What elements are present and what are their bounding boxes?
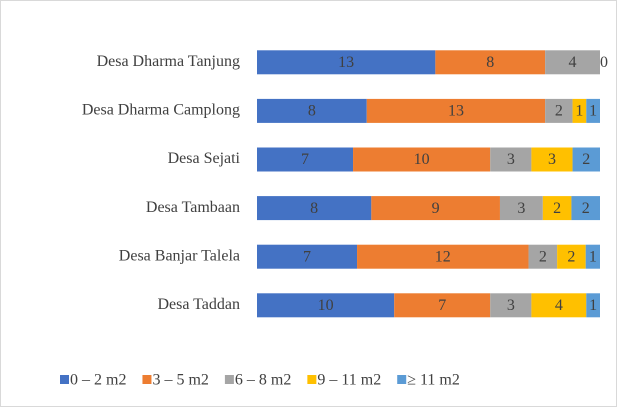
bar-segment	[557, 244, 586, 269]
data-label: 2	[555, 103, 563, 120]
bar-segment	[257, 196, 372, 221]
data-label: 13	[448, 103, 464, 120]
data-label: 0	[600, 54, 608, 71]
bar-segment	[586, 293, 600, 318]
bar-segment	[585, 244, 600, 269]
legend-swatch	[397, 375, 407, 384]
bar-segment	[572, 98, 587, 123]
data-label: 8	[308, 103, 316, 120]
bar-segment	[257, 147, 354, 172]
data-label: 10	[414, 151, 430, 168]
category-label: Desa Dharma Tanjung	[97, 53, 240, 70]
category-label: Desa Banjar Talela	[119, 247, 240, 264]
bar-segment	[531, 293, 587, 318]
data-label: 2	[582, 151, 590, 168]
data-label: 1	[589, 248, 597, 265]
data-label: 8	[310, 200, 318, 217]
bar-segment	[394, 293, 491, 318]
bar-segment	[586, 98, 600, 123]
bar-segment	[572, 147, 600, 172]
legend-swatch	[224, 375, 234, 384]
bar-segment	[435, 50, 546, 75]
legend-label: ≥ 11 m2	[407, 372, 460, 389]
bar-segment	[257, 293, 395, 318]
bar-segment	[257, 98, 367, 123]
bar-segment	[571, 196, 600, 221]
data-label: 1	[589, 297, 597, 314]
data-label: 4	[569, 54, 577, 71]
bar-segment	[366, 98, 546, 123]
legend-label: 6 – 8 m2	[235, 372, 291, 389]
data-label: 3	[517, 200, 525, 217]
data-label: 3	[507, 151, 515, 168]
category-label: Desa Dharma Camplong	[82, 102, 240, 119]
data-label: 2	[582, 200, 590, 217]
data-label: 13	[338, 54, 354, 71]
bar-segment	[545, 98, 573, 123]
bar-segment	[371, 196, 500, 221]
category-label: Desa Sejati	[168, 150, 241, 167]
bar-segment	[542, 196, 572, 221]
legend-swatch	[142, 375, 152, 384]
data-label: 10	[318, 297, 334, 314]
data-label: 12	[435, 248, 451, 265]
data-label: 1	[589, 103, 597, 120]
bar-segment	[531, 147, 573, 172]
bar-segment	[257, 244, 358, 269]
bar-segment	[490, 147, 532, 172]
data-label: 7	[301, 151, 309, 168]
data-label: 8	[486, 54, 494, 71]
legend-swatch	[60, 375, 69, 384]
legend-label: 0 – 2 m2	[70, 372, 126, 389]
data-label: 2	[553, 200, 561, 217]
bar-segment	[528, 244, 558, 269]
bar-segment	[545, 50, 600, 75]
bar-segment	[490, 293, 532, 318]
category-label: Desa Taddan	[157, 296, 240, 313]
bar-segment	[353, 147, 491, 172]
data-label: 7	[438, 297, 446, 314]
category-label: Desa Tambaan	[146, 199, 240, 216]
data-label: 2	[567, 248, 575, 265]
data-label: 3	[507, 297, 515, 314]
legend-label: 3 – 5 m2	[152, 372, 208, 389]
bar-segment	[257, 50, 436, 75]
data-label: 4	[555, 297, 563, 314]
bar-segment	[357, 244, 529, 269]
data-label: 3	[548, 151, 556, 168]
legend-swatch	[307, 375, 317, 384]
data-label: 1	[575, 103, 583, 120]
bar-segment	[499, 196, 543, 221]
data-label: 9	[432, 200, 440, 217]
legend-label: 9 – 11 m2	[317, 372, 381, 389]
data-label: 7	[303, 248, 311, 265]
data-label: 2	[539, 248, 547, 265]
